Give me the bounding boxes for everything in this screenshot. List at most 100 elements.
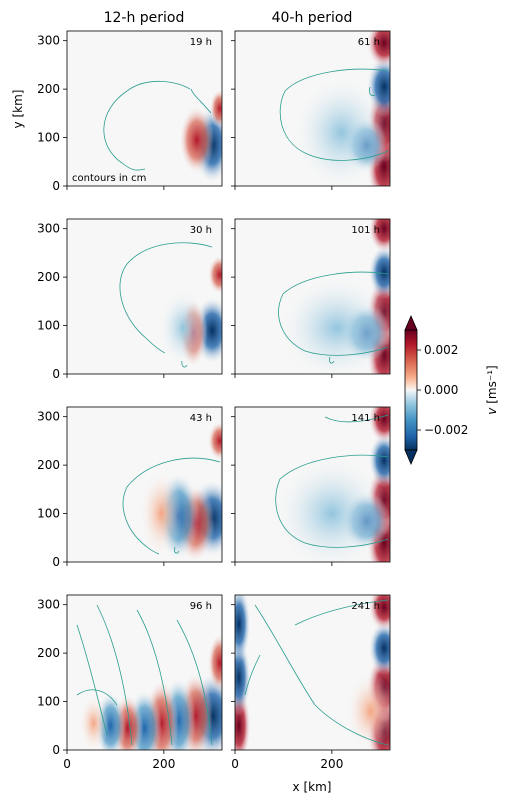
panel-frame [66, 218, 223, 375]
y-tick-label: 0 [52, 555, 60, 569]
colorbar-label: v [ms⁻¹] [485, 365, 499, 414]
panel-3-1: 241 h 0 200 [231, 594, 391, 771]
panel-frame [66, 30, 223, 187]
field-anomaly [179, 106, 215, 174]
contour-line [294, 599, 389, 626]
x-tick-label: 0 [231, 757, 239, 771]
y-tick-label: 300 [37, 410, 60, 424]
y-tick-label: 200 [37, 270, 60, 284]
panel-1-1: 101 h [231, 218, 391, 378]
contour-line [254, 604, 389, 746]
panel-time-label: 43 h [190, 413, 212, 424]
column-title-12h: 12-h period [104, 10, 185, 26]
panel-3-0: 96 h 0 100 200 300 0 200 [37, 594, 223, 771]
field-anomaly [207, 255, 222, 295]
field-anomaly [159, 289, 208, 367]
x-axis-label: x [km] [293, 780, 332, 794]
panel-1-0: 30 h 0 100 200 300 [37, 218, 223, 381]
y-tick-label: 300 [37, 598, 60, 612]
field-layer [235, 595, 390, 750]
contour-line [324, 414, 389, 423]
contour-line [174, 546, 180, 554]
field-layer [278, 219, 390, 374]
field-anomaly [368, 245, 390, 300]
panel-frame [234, 30, 391, 187]
panel-frame [234, 406, 391, 563]
panel-0-1: 61 h [231, 30, 391, 190]
field-layer [122, 421, 222, 562]
y-tick-label: 100 [37, 131, 60, 145]
colorbar-tick-label: −0.002 [424, 423, 468, 437]
y-tick-label: 200 [37, 646, 60, 660]
panel-2-1: 141 h [231, 406, 391, 566]
panel-time-label: 30 h [190, 225, 212, 236]
field-anomaly [273, 455, 390, 562]
contour-line [176, 619, 213, 746]
y-tick-label: 100 [37, 507, 60, 521]
x-tick-label: 0 [63, 757, 71, 771]
contour-line [278, 271, 389, 356]
panel-frame [66, 406, 223, 563]
field-layer [119, 242, 222, 368]
y-axis-label: y [km] [11, 90, 25, 129]
contour-line [181, 360, 188, 368]
y-tick-label: 0 [52, 367, 60, 381]
field-layer [273, 407, 390, 562]
panel-time-label: 141 h [351, 413, 380, 424]
panel-2-0: 43 h 0 100 200 300 [37, 406, 223, 569]
contour-line [190, 88, 212, 114]
field-anomaly [368, 219, 390, 253]
panel-time-label: 19 h [190, 37, 212, 48]
colorbar-extend-low [404, 449, 418, 466]
colorbar-tick-label: 0.002 [424, 343, 458, 357]
contour-line [76, 624, 108, 736]
contour-line [76, 689, 118, 706]
field-anomaly [140, 469, 183, 558]
colorbar-gradient [404, 329, 418, 451]
panels: 19 h 0 100 200 300 contours in cm 61 h 30 h 0 100… [37, 30, 391, 771]
field-anomaly [366, 31, 390, 69]
colorbar-extend-high [404, 314, 418, 331]
field-anomaly [207, 421, 222, 461]
contour-line [103, 80, 191, 171]
contour-line [279, 68, 389, 161]
field-anomaly [368, 595, 390, 632]
contour-line [136, 609, 173, 746]
panel-time-label: 241 h [351, 601, 380, 612]
field-anomaly [235, 595, 251, 663]
panel-frame [66, 594, 223, 751]
colorbar: −0.002 0.000 0.002 v [ms⁻¹] [404, 314, 499, 466]
panel-time-label: 96 h [190, 601, 212, 612]
panel-frame [234, 594, 391, 751]
field-layer [103, 80, 222, 184]
field-anomaly [278, 274, 390, 374]
field-anomaly [346, 672, 390, 750]
y-tick-label: 0 [52, 179, 60, 193]
field-anomaly [293, 74, 390, 186]
field-layer [76, 604, 222, 750]
contour-line [119, 242, 213, 354]
field-anomaly [79, 694, 109, 750]
y-tick-label: 200 [37, 82, 60, 96]
field-anomaly [209, 89, 222, 128]
y-tick-label: 300 [37, 222, 60, 236]
x-tick-label: 200 [320, 757, 343, 771]
y-tick-label: 200 [37, 458, 60, 472]
contour-units-note: contours in cm [72, 173, 146, 184]
y-tick-label: 100 [37, 319, 60, 333]
column-title-40h: 40-h period [272, 10, 353, 26]
x-tick-label: 200 [152, 757, 175, 771]
field-layer [279, 31, 390, 186]
y-tick-label: 300 [37, 34, 60, 48]
y-tick-label: 100 [37, 695, 60, 709]
colorbar-tick-label: 0.000 [424, 383, 458, 397]
field-anomaly [368, 621, 390, 676]
contour-line [244, 654, 261, 696]
panel-0-0: 19 h 0 100 200 300 contours in cm [37, 30, 223, 193]
field-anomaly [207, 633, 222, 692]
panel-time-label: 101 h [351, 225, 380, 236]
contour-line [122, 457, 221, 555]
panel-time-label: 61 h [358, 37, 380, 48]
contour-line [275, 454, 389, 548]
